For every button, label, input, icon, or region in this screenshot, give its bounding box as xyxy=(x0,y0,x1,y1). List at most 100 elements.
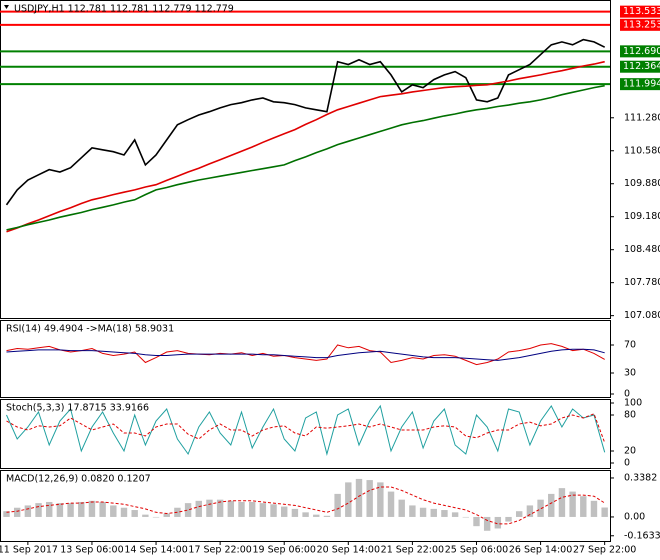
histogram-bar xyxy=(473,516,480,527)
level-label: 113.533 xyxy=(623,6,660,17)
series-line xyxy=(5,38,606,206)
x-tick-label: 26 Sep 14:00 xyxy=(509,545,572,556)
histogram-bar xyxy=(67,503,74,517)
histogram-bar xyxy=(483,516,491,531)
histogram-bar xyxy=(323,515,331,517)
histogram-bar xyxy=(13,507,21,517)
histogram-bar xyxy=(580,496,587,517)
y-tick-label: 109.180 xyxy=(624,211,660,222)
histogram-bar xyxy=(131,510,138,517)
histogram-bar xyxy=(494,516,502,529)
x-tick-label: 11 Sep 2017 xyxy=(0,545,58,556)
x-tick-label: 20 Sep 14:00 xyxy=(317,545,380,556)
histogram-bar xyxy=(313,514,320,517)
histogram-bar xyxy=(569,491,576,517)
x-tick-label: 19 Sep 06:00 xyxy=(253,545,316,556)
histogram-bar xyxy=(142,514,149,517)
series-line xyxy=(6,84,605,231)
histogram-bar xyxy=(291,508,299,517)
y-tick-label: 30 xyxy=(624,368,636,379)
histogram-bar xyxy=(195,500,202,517)
panel-frame xyxy=(0,0,611,319)
histogram-bar xyxy=(526,505,534,517)
level-tag xyxy=(620,78,660,91)
y-tick-label: 108.480 xyxy=(624,244,660,255)
histogram-bar xyxy=(88,500,96,517)
x-tick-label: 25 Sep 06:00 xyxy=(445,545,508,556)
histogram-bar xyxy=(184,503,192,517)
y-tick-label: 107.780 xyxy=(624,277,660,288)
histogram-bar xyxy=(419,507,427,517)
y-tick-label: 0 xyxy=(624,458,630,469)
histogram-bar xyxy=(163,513,170,517)
y-tick-label: 109.880 xyxy=(624,178,660,189)
histogram-bar xyxy=(377,482,384,517)
panel-title: MACD(12,26,9) 0.0820 0.1207 xyxy=(6,474,151,485)
y-tick-label: 80 xyxy=(624,410,636,421)
histogram-bar xyxy=(3,511,10,517)
panel-title: Stoch(5,3,3) 17.8715 33.9166 xyxy=(6,403,149,414)
histogram-bar xyxy=(35,503,42,517)
histogram-bar xyxy=(441,510,448,517)
histogram-bar xyxy=(152,516,160,518)
series-line xyxy=(6,348,605,361)
histogram-bar xyxy=(430,508,437,517)
level-tag xyxy=(620,5,660,18)
level-tag xyxy=(620,60,660,73)
histogram-bar xyxy=(505,516,512,522)
histogram-bar xyxy=(24,505,32,517)
panel-title: USDJPY,H1 112.781 112.781 112.779 112.77… xyxy=(14,4,234,15)
histogram-bar xyxy=(120,507,128,517)
histogram-bar xyxy=(462,516,470,518)
histogram-bar xyxy=(270,504,277,517)
y-tick-label: 111.280 xyxy=(624,112,660,123)
histogram-bar xyxy=(302,512,309,517)
level-tag xyxy=(620,18,660,31)
panel-frame xyxy=(0,470,611,542)
y-tick-label: 100 xyxy=(624,398,642,409)
histogram-bar xyxy=(590,500,598,517)
y-tick-label: 107.080 xyxy=(624,310,660,321)
series-line xyxy=(6,404,606,456)
histogram-bar xyxy=(409,505,416,517)
level-label: 111.994 xyxy=(623,79,660,90)
histogram-bar xyxy=(56,503,64,517)
x-tick-label: 13 Sep 06:00 xyxy=(60,545,123,556)
y-tick-label: -0.1633 xyxy=(624,530,660,541)
x-tick-label: 27 Sep 22:00 xyxy=(573,545,636,556)
histogram-bar xyxy=(99,501,106,517)
y-tick-label: 0.3382 xyxy=(624,472,657,483)
histogram-bar xyxy=(46,501,53,517)
level-label: 113.253 xyxy=(623,19,660,30)
histogram-bar xyxy=(548,493,555,517)
histogram-bar xyxy=(248,501,256,517)
y-tick-label: 70 xyxy=(624,340,636,351)
histogram-bar xyxy=(451,512,459,517)
histogram-bar xyxy=(558,488,566,517)
panel-title: RSI(14) 49.4904 ->MA(18) 58.9031 xyxy=(6,324,174,335)
menu-arrow xyxy=(4,5,9,9)
y-tick-label: 0 xyxy=(624,389,630,400)
histogram-bar xyxy=(516,511,523,517)
histogram-bar xyxy=(227,500,235,517)
y-tick-label: 20 xyxy=(624,446,636,457)
histogram-bar xyxy=(281,506,288,517)
histogram-bar xyxy=(601,507,608,517)
histogram-bar xyxy=(355,478,363,517)
histogram-bar xyxy=(398,499,405,517)
histogram-bar xyxy=(238,501,245,517)
histogram-bar xyxy=(366,480,373,517)
histogram-bar xyxy=(334,493,341,517)
histogram-bar xyxy=(345,482,352,517)
series-line xyxy=(6,343,605,366)
x-tick-label: 21 Sep 22:00 xyxy=(381,545,444,556)
histogram-bar xyxy=(537,499,544,517)
series-line xyxy=(6,486,605,525)
level-tag xyxy=(620,45,660,58)
histogram-bar xyxy=(387,491,395,517)
level-label: 112.690 xyxy=(623,46,660,57)
histogram-bar xyxy=(216,499,224,517)
x-tick-label: 14 Sep 14:00 xyxy=(124,545,187,556)
series-line xyxy=(6,60,605,233)
